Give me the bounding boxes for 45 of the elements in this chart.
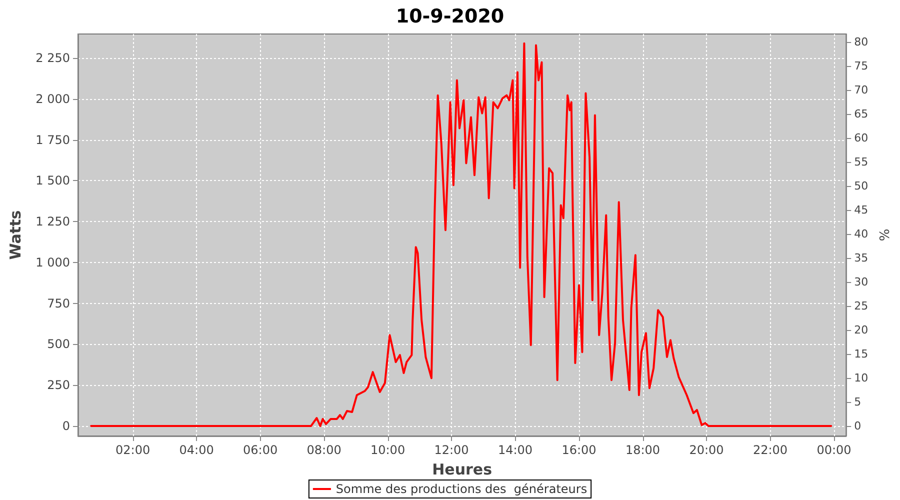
x-tick-label: 16:00 bbox=[562, 443, 596, 457]
x-axis-title: Heures bbox=[432, 460, 492, 478]
y2-tick-label: 70 bbox=[854, 84, 868, 97]
y-tick-label: 250 bbox=[47, 378, 70, 392]
x-tick-label: 08:00 bbox=[306, 443, 342, 457]
x-tick-label: 18:00 bbox=[625, 443, 660, 457]
y2-tick-label: 10 bbox=[854, 371, 868, 384]
y2-tick-label: 50 bbox=[854, 180, 868, 193]
x-tick-label: 20:00 bbox=[689, 443, 724, 457]
x-tick-label: 12:00 bbox=[434, 443, 469, 457]
legend-label: Somme des productions des générateurs bbox=[336, 482, 588, 496]
y2-tick-label: 5 bbox=[854, 395, 862, 408]
y-tick-label: 750 bbox=[47, 296, 70, 310]
x-tick-label: 22:00 bbox=[752, 443, 788, 457]
y2-tick-label: 60 bbox=[854, 132, 868, 145]
y2-tick-label: 80 bbox=[854, 36, 868, 49]
y-tick-label: 1 500 bbox=[36, 174, 70, 188]
chart-title: 10-9-2020 bbox=[396, 6, 504, 28]
x-tick-label: 06:00 bbox=[243, 443, 278, 457]
y2-axis-title: % bbox=[878, 228, 893, 242]
y2-tick-label: 45 bbox=[854, 204, 868, 217]
y2-tick-label: 0 bbox=[854, 419, 862, 432]
y2-tick-label: 40 bbox=[854, 228, 868, 241]
y2-tick-label: 75 bbox=[854, 60, 868, 73]
x-tick-label: 04:00 bbox=[179, 443, 214, 457]
y-tick-label: 2 250 bbox=[36, 51, 70, 66]
y2-tick-label: 20 bbox=[854, 323, 868, 336]
x-tick-label: 14:00 bbox=[498, 443, 533, 457]
y-tick-label: 0 bbox=[62, 419, 70, 434]
x-tick-label: 10:00 bbox=[370, 443, 406, 457]
y-tick-label: 1 250 bbox=[36, 214, 70, 229]
line-series bbox=[90, 42, 832, 428]
y-tick-label: 500 bbox=[47, 337, 70, 352]
y2-tick-label: 65 bbox=[854, 108, 868, 121]
y-tick-label: 2 000 bbox=[36, 92, 70, 106]
y-axis-title: Watts bbox=[6, 210, 24, 260]
y2-tick-label: 35 bbox=[854, 252, 868, 265]
y-tick-label: 1 000 bbox=[36, 255, 70, 270]
y2-tick-label: 30 bbox=[854, 276, 868, 289]
y2-tick-label: 15 bbox=[854, 347, 868, 360]
y2-tick-label: 25 bbox=[854, 300, 868, 312]
x-tick-label: 02:00 bbox=[116, 443, 150, 457]
x-tick-label: 00:00 bbox=[816, 443, 852, 457]
y2-tick-label: 55 bbox=[854, 156, 868, 169]
y-tick-label: 1 750 bbox=[36, 132, 70, 147]
